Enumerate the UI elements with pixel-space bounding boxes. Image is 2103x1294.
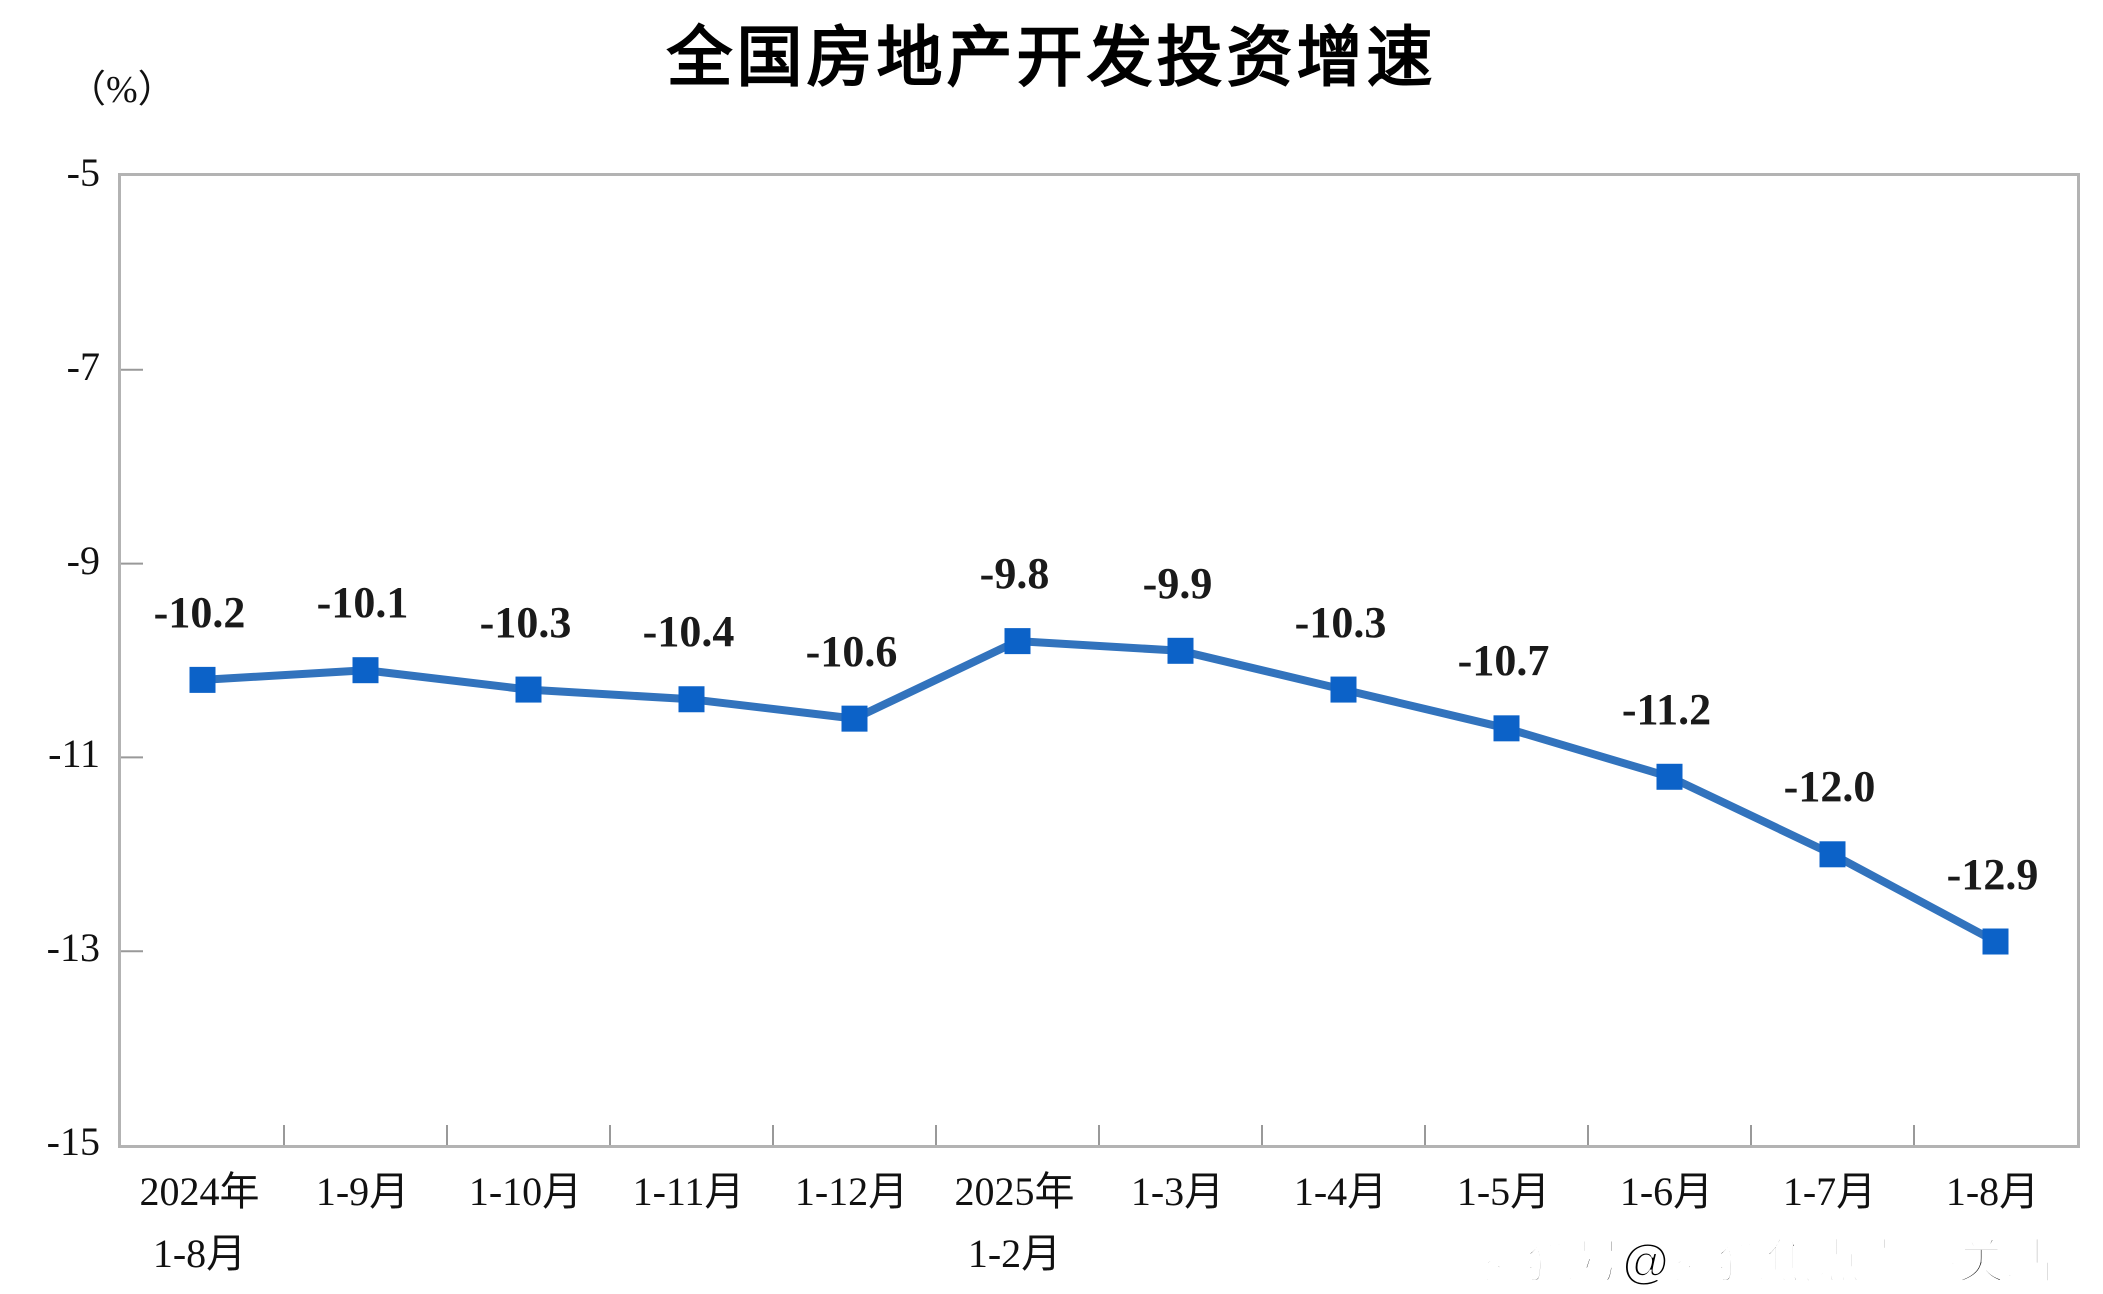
y-axis-unit-label: （%） — [68, 69, 176, 111]
x-tick-label: 1-12月 — [794, 1169, 909, 1214]
x-tick-label: 1-11月 — [632, 1169, 745, 1214]
chart-title: 全国房地产开发投资增速 — [666, 20, 1437, 94]
data-value-label: -10.6 — [805, 626, 898, 676]
data-value-label: -10.7 — [1457, 636, 1550, 686]
data-value-label: -12.9 — [1946, 849, 2039, 899]
data-value-label: -10.1 — [316, 578, 409, 628]
data-point-marker — [189, 666, 216, 693]
data-value-label: -11.2 — [1621, 684, 1712, 734]
x-tick-label: 1-8月 — [1945, 1169, 2040, 1214]
x-tick-label: 1-5月 — [1456, 1169, 1551, 1214]
data-value-label: -9.8 — [979, 549, 1050, 599]
y-tick-label: -15 — [46, 1119, 100, 1164]
watermark-text: 搜狐号@搜狐焦点嘉峪关站 — [1477, 1235, 2054, 1290]
data-point-marker — [1167, 637, 1194, 664]
series-line — [198, 637, 2000, 946]
x-tick-label: 1-9月 — [315, 1169, 410, 1214]
data-point-marker — [678, 686, 705, 713]
data-point-marker — [515, 676, 542, 703]
data-value-label: -10.3 — [479, 597, 572, 647]
data-point-marker — [1656, 763, 1683, 790]
y-tick-label: -9 — [66, 537, 100, 583]
data-value-label: -10.4 — [642, 607, 735, 657]
data-point-marker — [1982, 928, 2009, 955]
data-value-label: -10.3 — [1294, 597, 1387, 647]
y-tick-label: -5 — [66, 150, 100, 195]
x-tick-label: 1-10月 — [468, 1169, 583, 1214]
data-value-label: -12.0 — [1783, 762, 1876, 812]
data-point-marker — [352, 657, 379, 684]
plot-area — [118, 173, 2080, 1148]
x-tick-label: 1-6月 — [1619, 1169, 1714, 1214]
data-point-marker — [1330, 676, 1357, 703]
data-value-label: -10.2 — [153, 587, 246, 637]
line-series-svg — [121, 368, 2009, 1145]
data-value-label: -9.9 — [1142, 558, 1213, 608]
x-tick-label: 1-3月 — [1130, 1169, 1225, 1214]
data-point-marker — [841, 705, 868, 732]
y-tick-label: -7 — [66, 343, 100, 389]
y-tick-label: -13 — [46, 925, 100, 971]
x-tick-label: 2024年 — [139, 1169, 260, 1214]
x-tick-label: 2025年 — [954, 1169, 1075, 1214]
x-tick-label: 1-2月 — [967, 1231, 1062, 1276]
x-tick-label: 1-8月 — [152, 1231, 247, 1276]
x-tick-label: 1-4月 — [1293, 1169, 1388, 1214]
data-point-marker — [1819, 841, 1846, 868]
data-point-marker — [1493, 715, 1520, 742]
x-tick-label: 1-7月 — [1782, 1169, 1877, 1214]
y-tick-label: -11 — [48, 731, 100, 777]
data-point-marker — [1004, 628, 1031, 655]
